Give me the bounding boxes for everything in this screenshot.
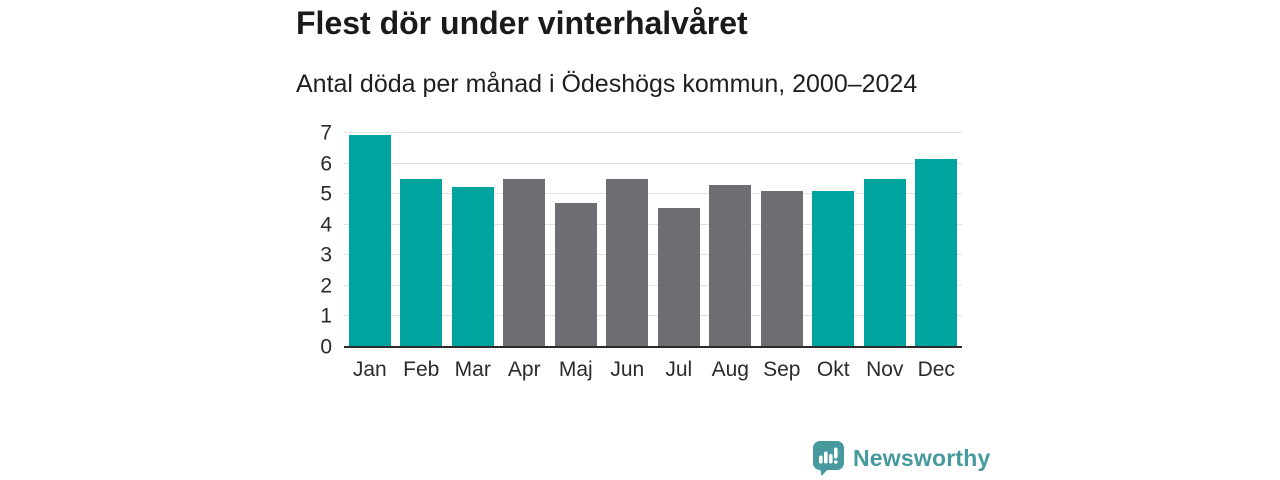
bar-aug: [709, 184, 752, 347]
y-tick-label: 1: [320, 304, 332, 328]
chart-title: Flest dör under vinterhalvåret: [296, 5, 748, 41]
bar-slot: [859, 133, 911, 347]
x-tick-label: Jul: [665, 358, 693, 381]
bar-mar: [451, 186, 494, 347]
y-tick-label: 3: [320, 243, 332, 267]
x-tick-label: Feb: [403, 358, 440, 381]
gridline: [344, 162, 962, 164]
x-tick-label: Jan: [352, 358, 387, 381]
x-tick-label: Aug: [711, 358, 749, 381]
y-tick-label: 6: [320, 152, 332, 176]
plot-area: [344, 132, 962, 348]
x-axis: Jan Feb Mar Apr Maj Jun Jul Aug Sep Okt Nov Dec: [344, 358, 962, 382]
x-tick-label: Mar: [454, 358, 491, 381]
y-tick-label: 7: [320, 121, 332, 145]
brand-name: Newsworthy: [853, 445, 991, 471]
bar-maj: [554, 203, 597, 347]
gridline: [344, 315, 962, 317]
bar-jan: [348, 134, 391, 347]
bar-slot: [499, 133, 551, 347]
x-axis-line: [344, 346, 962, 348]
y-tick-label: 4: [320, 213, 332, 237]
gridline: [344, 284, 962, 286]
x-tick-label: Dec: [917, 358, 955, 381]
y-axis: 0 1 2 3 4 5 6 7: [286, 123, 332, 358]
x-tick-label: Okt: [816, 358, 850, 381]
bar-slot: [808, 133, 860, 347]
x-tick-label: Sep: [763, 358, 801, 381]
bar-slot: [602, 133, 654, 347]
bar-slot: [447, 133, 499, 347]
bar-dec: [915, 159, 958, 347]
y-tick-label: 0: [320, 335, 332, 359]
gridline: [344, 132, 962, 133]
bar-nov: [863, 178, 906, 347]
x-tick-label: Maj: [558, 358, 593, 381]
brand-logo: Newsworthy: [813, 441, 990, 476]
bars-container: [344, 133, 962, 347]
gridlines: [344, 132, 962, 347]
bar-slot: [550, 133, 602, 347]
bar-jun: [606, 178, 649, 347]
x-tick-label: Jun: [610, 358, 645, 381]
y-tick-label: 2: [320, 274, 332, 298]
bar-sep: [760, 191, 803, 347]
bar-slot: [396, 133, 448, 347]
newsworthy-logo-icon: [813, 441, 844, 476]
bar-slot: [911, 133, 963, 347]
bar-feb: [400, 178, 443, 347]
gridline: [344, 223, 962, 225]
gridline: [344, 254, 962, 256]
chart-subtitle: Antal döda per månad i Ödeshögs kommun, …: [296, 70, 918, 98]
bar-slot: [344, 133, 396, 347]
x-tick-label: Nov: [866, 358, 904, 381]
x-tick-label: Apr: [507, 358, 541, 381]
bar-jul: [657, 207, 700, 347]
bar-slot: [705, 133, 757, 347]
gridline: [344, 193, 962, 195]
bar-slot: [653, 133, 705, 347]
bar-apr: [503, 178, 546, 347]
y-tick-label: 5: [320, 182, 332, 206]
bar-okt: [812, 191, 855, 347]
bar-slot: [756, 133, 808, 347]
